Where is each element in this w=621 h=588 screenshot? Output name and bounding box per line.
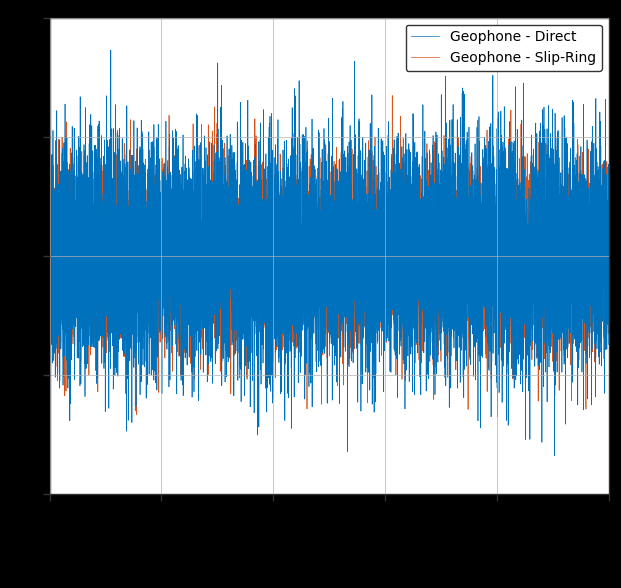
Geophone - Direct [575,314,582,321]
Geophone - Slip-Ring [48,177,56,184]
Geophone - Slip-Ring [155,248,163,255]
Geophone - Direct [69,322,76,329]
Geophone - Direct [551,452,558,459]
Line: Geophone - Direct: Geophone - Direct [50,50,609,456]
Geophone - Direct [79,308,87,315]
Geophone - Direct [46,253,53,260]
Geophone - Slip-Ring [319,233,327,240]
Geophone - Slip-Ring [79,244,87,251]
Line: Geophone - Slip-Ring: Geophone - Slip-Ring [50,95,609,415]
Geophone - Direct [319,303,327,310]
Geophone - Slip-Ring [605,231,612,238]
Geophone - Direct [48,218,56,225]
Geophone - Direct [155,282,163,289]
Geophone - Slip-Ring [133,411,140,418]
Geophone - Slip-Ring [46,249,53,256]
Geophone - Slip-Ring [575,340,582,348]
Geophone - Direct [107,46,114,54]
Legend: Geophone - Direct, Geophone - Slip-Ring: Geophone - Direct, Geophone - Slip-Ring [406,25,602,71]
Geophone - Direct [605,341,612,348]
Geophone - Slip-Ring [69,154,76,161]
Geophone - Slip-Ring [389,92,396,99]
